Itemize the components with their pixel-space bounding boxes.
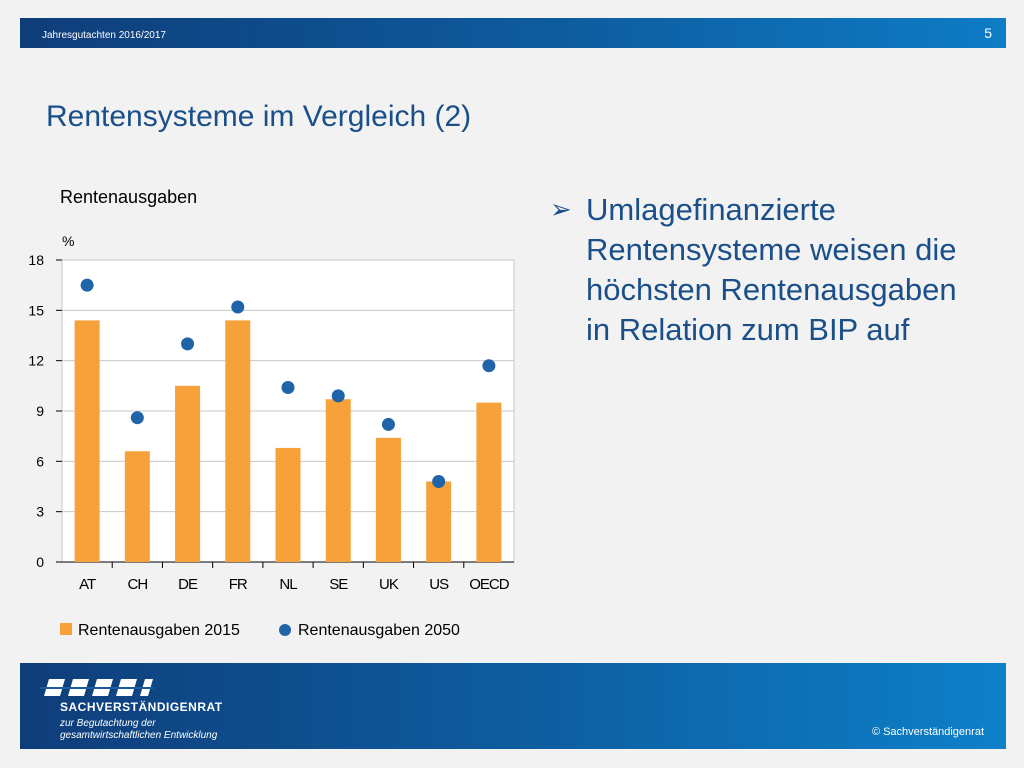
y-tick-label: 18: [28, 252, 44, 268]
header-subtitle: Jahresgutachten 2016/2017: [42, 30, 166, 41]
x-tick-label: US: [429, 576, 449, 593]
dot-de: [181, 337, 195, 351]
header-bar: Jahresgutachten 2016/2017 5: [20, 18, 1006, 48]
arrow-bullet-icon: ➢: [550, 195, 572, 225]
y-tick-label: 9: [36, 403, 44, 419]
x-tick-label: DE: [178, 576, 198, 593]
legend-label-2050: Rentenausgaben 2050: [298, 622, 460, 639]
bullet-text: Umlagefinanzierte Rentensysteme weisen d…: [586, 192, 957, 347]
y-axis-unit-label: %: [62, 233, 74, 249]
dot-at: [80, 278, 94, 292]
chart-container: 0 3 6 9 12 15 18 Rentenausgaben% AT CH DE FR NL SE UK U…: [20, 175, 520, 645]
dot-nl: [281, 381, 295, 395]
y-tick-label: 0: [36, 554, 44, 570]
x-tick-label: NL: [279, 576, 297, 593]
bar-de: [175, 385, 201, 562]
bar-se: [325, 399, 351, 562]
dot-ch: [130, 411, 144, 425]
org-name: SACHVERSTÄNDIGENRAT: [60, 700, 223, 714]
bar-ch: [124, 451, 150, 562]
bar-at: [74, 320, 100, 562]
y-tick-label: 12: [28, 353, 44, 369]
dot-oecd: [482, 359, 496, 373]
x-tick-label: CH: [127, 576, 147, 593]
footer-bar: SACHVERSTÄNDIGENRAT zur Begutachtung der…: [20, 663, 1006, 749]
logo-stripes-icon: [40, 679, 154, 696]
legend-label-2015: Rentenausgaben 2015: [78, 622, 240, 639]
dot-se: [331, 389, 345, 403]
bar-us: [426, 481, 452, 562]
x-tick-label: FR: [229, 576, 248, 593]
legend-dot-swatch: [279, 624, 291, 636]
bar-fr: [225, 320, 251, 562]
slide-title: Rentensysteme im Vergleich (2): [46, 100, 472, 133]
chart-title: Rentenausgaben: [60, 187, 197, 207]
dot-uk: [381, 417, 395, 431]
y-tick-label: 3: [36, 504, 44, 520]
rentenausgaben-chart: 0 3 6 9 12 15 18 Rentenausgaben% AT CH DE FR NL SE UK U…: [28, 187, 515, 639]
dot-fr: [231, 300, 245, 314]
dot-us: [432, 474, 446, 488]
page-number: 5: [984, 25, 992, 41]
x-tick-label: UK: [379, 576, 399, 593]
tagline-line-1: zur Begutachtung der: [60, 718, 156, 729]
legend-bar-swatch: [60, 623, 72, 635]
org-tagline: zur Begutachtung der gesamtwirtschaftlic…: [60, 718, 280, 742]
bar-uk: [375, 437, 401, 562]
tagline-line-2: gesamtwirtschaftlichen Entwicklung: [60, 730, 218, 741]
y-tick-label: 15: [28, 302, 44, 318]
x-tick-label: OECD: [469, 576, 510, 593]
y-tick-label: 6: [36, 453, 44, 469]
x-tick-label: SE: [329, 576, 348, 593]
copyright: © Sachverständigenrat: [871, 726, 984, 738]
bar-nl: [275, 447, 301, 562]
bar-oecd: [476, 402, 502, 562]
x-tick-label: AT: [79, 576, 96, 593]
